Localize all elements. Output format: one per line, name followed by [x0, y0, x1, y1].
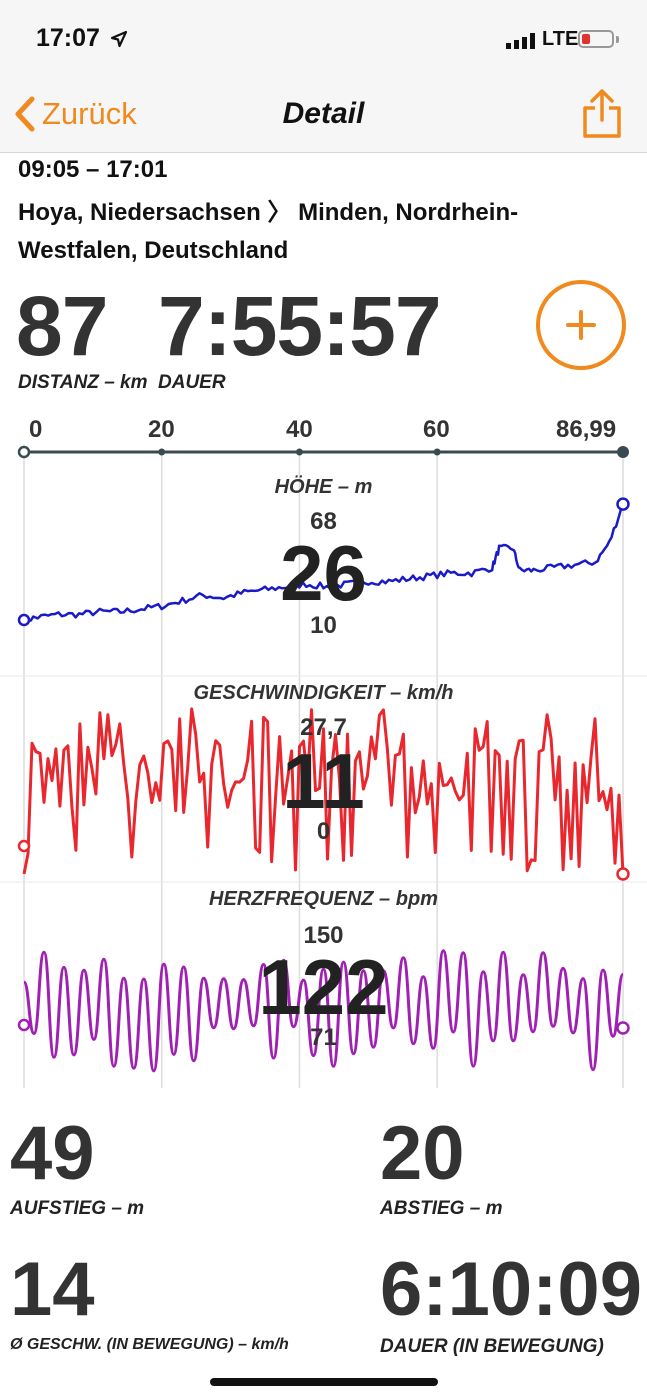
duration-value: 7:55:57 — [158, 279, 442, 373]
back-button[interactable]: Zurück — [14, 92, 137, 136]
home-indicator — [210, 1378, 438, 1386]
elevation-current-value: 26 — [280, 529, 367, 617]
ascent-value: 49 — [10, 1111, 95, 1196]
axis-tick-marker — [295, 448, 303, 456]
elevation-end-marker — [616, 497, 630, 511]
axis-tick-0: 0 — [29, 416, 43, 443]
elevation-max-label: 68 — [310, 508, 337, 535]
speed-max-label: 27,7 — [300, 714, 347, 741]
axis-tick-marker — [433, 448, 441, 456]
avg-speed-value: 14 — [10, 1247, 95, 1332]
distance-axis-line — [17, 445, 629, 459]
moving-duration-label: DAUER (IN BEWEGUNG) — [380, 1336, 604, 1357]
axis-tick-60: 60 — [423, 416, 450, 443]
heart-rate-end-marker — [616, 1021, 630, 1035]
elevation-start-marker — [17, 613, 31, 627]
location-arrow-icon — [110, 30, 128, 48]
descent-value: 20 — [380, 1111, 465, 1196]
network-type: LTE — [542, 28, 579, 50]
status-time: 17:07 — [36, 24, 100, 52]
speed-current-value: 11 — [282, 737, 365, 825]
distance-label: DISTANZ – km — [18, 372, 148, 393]
page-title: Detail — [282, 97, 365, 130]
add-button[interactable] — [536, 280, 626, 370]
navigation-bar — [0, 80, 647, 153]
speed-chart — [17, 707, 630, 881]
axis-tick-marker — [158, 448, 166, 456]
battery-icon — [578, 30, 614, 48]
axis-tick-20: 20 — [148, 416, 175, 443]
share-icon[interactable] — [580, 88, 624, 140]
charts-canvas[interactable] — [0, 440, 647, 1090]
axis-start-marker — [17, 445, 31, 459]
chevron-left-icon — [15, 96, 35, 132]
plus-icon — [566, 310, 596, 340]
elevation-min-label: 10 — [310, 612, 337, 639]
heart-rate-max-label: 150 — [303, 922, 344, 949]
descent-label: ABSTIEG – m — [380, 1198, 503, 1219]
heart-rate-start-marker — [17, 1018, 31, 1032]
speed-min-label: 0 — [316, 818, 331, 845]
speed-start-marker — [17, 839, 31, 853]
heart-rate-line — [22, 949, 625, 1073]
heart-rate-min-label: 71 — [310, 1024, 337, 1051]
status-bar — [0, 0, 647, 80]
battery-tip — [616, 36, 619, 43]
heart-rate-chart — [17, 949, 630, 1073]
ascent-label: AUFSTIEG – m — [10, 1198, 145, 1219]
moving-duration-value: 6:10:09 — [380, 1247, 642, 1332]
speed-title: GESCHWINDIGKEIT – km/h — [193, 682, 454, 704]
elevation-line — [22, 503, 625, 624]
avg-speed-label: Ø GESCHW. (IN BEWEGUNG) – km/h — [10, 1336, 289, 1353]
elevation-chart — [17, 497, 630, 627]
trip-times: 09:05 – 17:01 — [18, 156, 168, 183]
axis-tick-end: 86,99 — [556, 416, 617, 443]
axis-tick-40: 40 — [286, 416, 313, 443]
back-button-label: Zurück — [42, 96, 137, 131]
distance-value: 87 — [16, 279, 108, 373]
heart-rate-title: HERZFREQUENZ – bpm — [209, 888, 438, 910]
axis-end-marker — [617, 446, 629, 458]
trip-route: Hoya, Niedersachsen 〉 Minden, Nordrhein-… — [18, 199, 519, 264]
signal-strength-icon — [506, 33, 535, 49]
elevation-title: HÖHE – m — [274, 476, 373, 498]
speed-end-marker — [616, 867, 630, 881]
duration-label: DAUER — [158, 372, 226, 393]
heart-rate-current-value: 122 — [258, 943, 389, 1031]
speed-line — [22, 707, 625, 875]
